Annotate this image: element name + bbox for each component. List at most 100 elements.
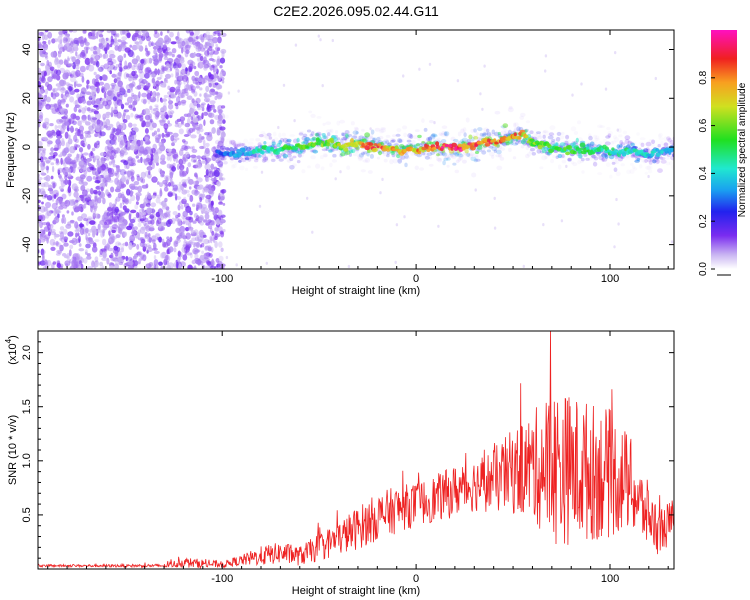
heatmap-noise-cell: [69, 244, 74, 250]
heatmap-noise-cell: [101, 178, 106, 184]
heatmap-ridge-cell: [283, 149, 289, 155]
heatmap-ridge-cell: [307, 165, 311, 169]
heatmap-noise-cell: [143, 217, 149, 223]
heatmap-noise-cell: [52, 261, 57, 265]
heatmap-ridge-cell: [538, 133, 542, 139]
heatmap-noise-cell: [45, 206, 49, 212]
heatmap-ridge-cell: [548, 139, 553, 144]
heatmap-noise-cell: [218, 201, 224, 205]
heatmap-ridge-cell: [314, 133, 319, 137]
heatmap-noise-cell: [209, 100, 216, 105]
colorbar-label: Normalized spectral amplitude: [737, 82, 748, 217]
heatmap-noise-cell: [97, 223, 101, 231]
heatmap-noise-cell: [121, 36, 128, 41]
heatmap-ridge-cell: [452, 162, 457, 166]
heatmap-noise-cell: [86, 175, 93, 182]
heatmap-noise-cell: [154, 30, 158, 35]
heatmap-noise-cell: [131, 144, 138, 152]
heatmap-ridge-cell: [423, 152, 430, 158]
heatmap-noise-cell: [79, 164, 85, 169]
heatmap-noise-cell: [216, 75, 220, 79]
heatmap-ridge-cell: [626, 155, 631, 160]
snr-scale-exponent: 4: [4, 338, 13, 343]
heatmap-noise-cell: [38, 103, 41, 111]
heatmap-noise-cell: [165, 254, 169, 261]
heatmap-noise-cell: [46, 210, 52, 217]
heatmap-noise-cell: [185, 91, 189, 97]
heatmap-ridge-cell: [583, 153, 587, 157]
heatmap-ridge-cell: [310, 113, 316, 118]
heatmap-noise-cell: [148, 236, 152, 243]
heatmap-noise-cell: [205, 260, 210, 264]
heatmap-ridge-cell: [531, 152, 536, 156]
heatmap-ridge-cell: [376, 156, 381, 160]
heatmap-noise-cell: [198, 133, 202, 141]
heatmap-noise-cell: [116, 91, 121, 98]
heatmap-noise-cell: [107, 193, 112, 198]
heatmap-noise-cell: [217, 209, 223, 216]
heatmap-ridge-cell: [533, 132, 538, 136]
heatmap-speck: [319, 38, 322, 42]
heatmap-ridge-cell: [244, 157, 250, 161]
heatmap-ridge-cell: [633, 167, 638, 171]
heatmap-noise-cell: [190, 134, 197, 139]
heatmap-noise-cell: [213, 146, 217, 150]
heatmap-noise-cell: [65, 63, 72, 68]
heatmap-noise-cell: [81, 213, 88, 219]
heatmap-ridge-cell: [237, 141, 242, 147]
heatmap-ridge-cell: [238, 143, 245, 147]
heatmap-ridge-cell: [417, 134, 422, 139]
heatmap-noise-cell: [205, 194, 212, 200]
heatmap-noise-cell: [199, 244, 203, 248]
heatmap-noise-cell: [51, 38, 56, 44]
heatmap-noise-cell: [145, 225, 151, 232]
heatmap-noise-cell: [79, 91, 86, 99]
heatmap-ridge-cell: [386, 151, 391, 156]
heatmap-ridge-cell: [608, 154, 615, 160]
heatmap-noise-cell: [190, 230, 196, 234]
heatmap-noise-cell: [63, 236, 69, 241]
heatmap-noise-cell: [159, 144, 166, 152]
heatmap-ridge-cell: [618, 144, 623, 148]
heatmap-ridge-cell: [259, 140, 264, 145]
heatmap-ridge-cell: [355, 150, 359, 154]
heatmap-ridge-cell: [671, 164, 674, 170]
heatmap-noise-cell: [167, 192, 173, 197]
heatmap-ridge-cell: [282, 153, 289, 159]
heatmap-noise-cell: [105, 219, 112, 225]
heatmap-noise-cell: [144, 136, 149, 141]
heatmap-noise-cell: [154, 264, 159, 269]
heatmap-noise-cell: [101, 257, 108, 261]
heatmap-noise-cell: [71, 198, 75, 204]
heatmap-ridge-cell: [623, 156, 628, 161]
heatmap-noise-cell: [210, 246, 214, 253]
heatmap-noise-cell: [38, 238, 42, 246]
heatmap-ridge-cell: [469, 145, 476, 151]
heatmap-noise-cell: [119, 202, 123, 209]
heatmap-noise-cell: [72, 257, 77, 264]
heatmap-noise-cell: [153, 111, 160, 116]
heatmap-ridge-cell: [542, 134, 546, 139]
heatmap-noise-cell: [212, 37, 219, 44]
heatmap-noise-cell: [219, 115, 222, 119]
heatmap-ridge-cell: [579, 142, 586, 148]
heatmap-noise-cell: [203, 92, 207, 98]
heatmap-noise-cell: [75, 176, 82, 181]
heatmap-noise-cell: [128, 213, 132, 221]
heatmap-noise-cell: [114, 212, 119, 220]
heatmap-ridge-cell: [658, 132, 663, 138]
heatmap-ridge-cell: [655, 152, 661, 157]
heatmap-noise-cell: [193, 42, 197, 48]
heatmap-noise-cell: [102, 74, 108, 82]
heatmap-speck: [654, 76, 657, 81]
heatmap-noise-cell: [116, 99, 123, 106]
heatmap-ridge-cell: [224, 114, 229, 119]
heatmap-ridge-cell: [609, 174, 613, 179]
heatmap-noise-cell: [155, 197, 161, 204]
heatmap-noise-cell: [116, 129, 121, 134]
heatmap-noise-cell: [81, 75, 85, 83]
heatmap-ridge-cell: [572, 150, 577, 155]
heatmap-noise-cell: [177, 219, 182, 227]
heatmap-noise-cell: [192, 164, 199, 169]
heatmap-ridge-cell: [214, 146, 219, 150]
